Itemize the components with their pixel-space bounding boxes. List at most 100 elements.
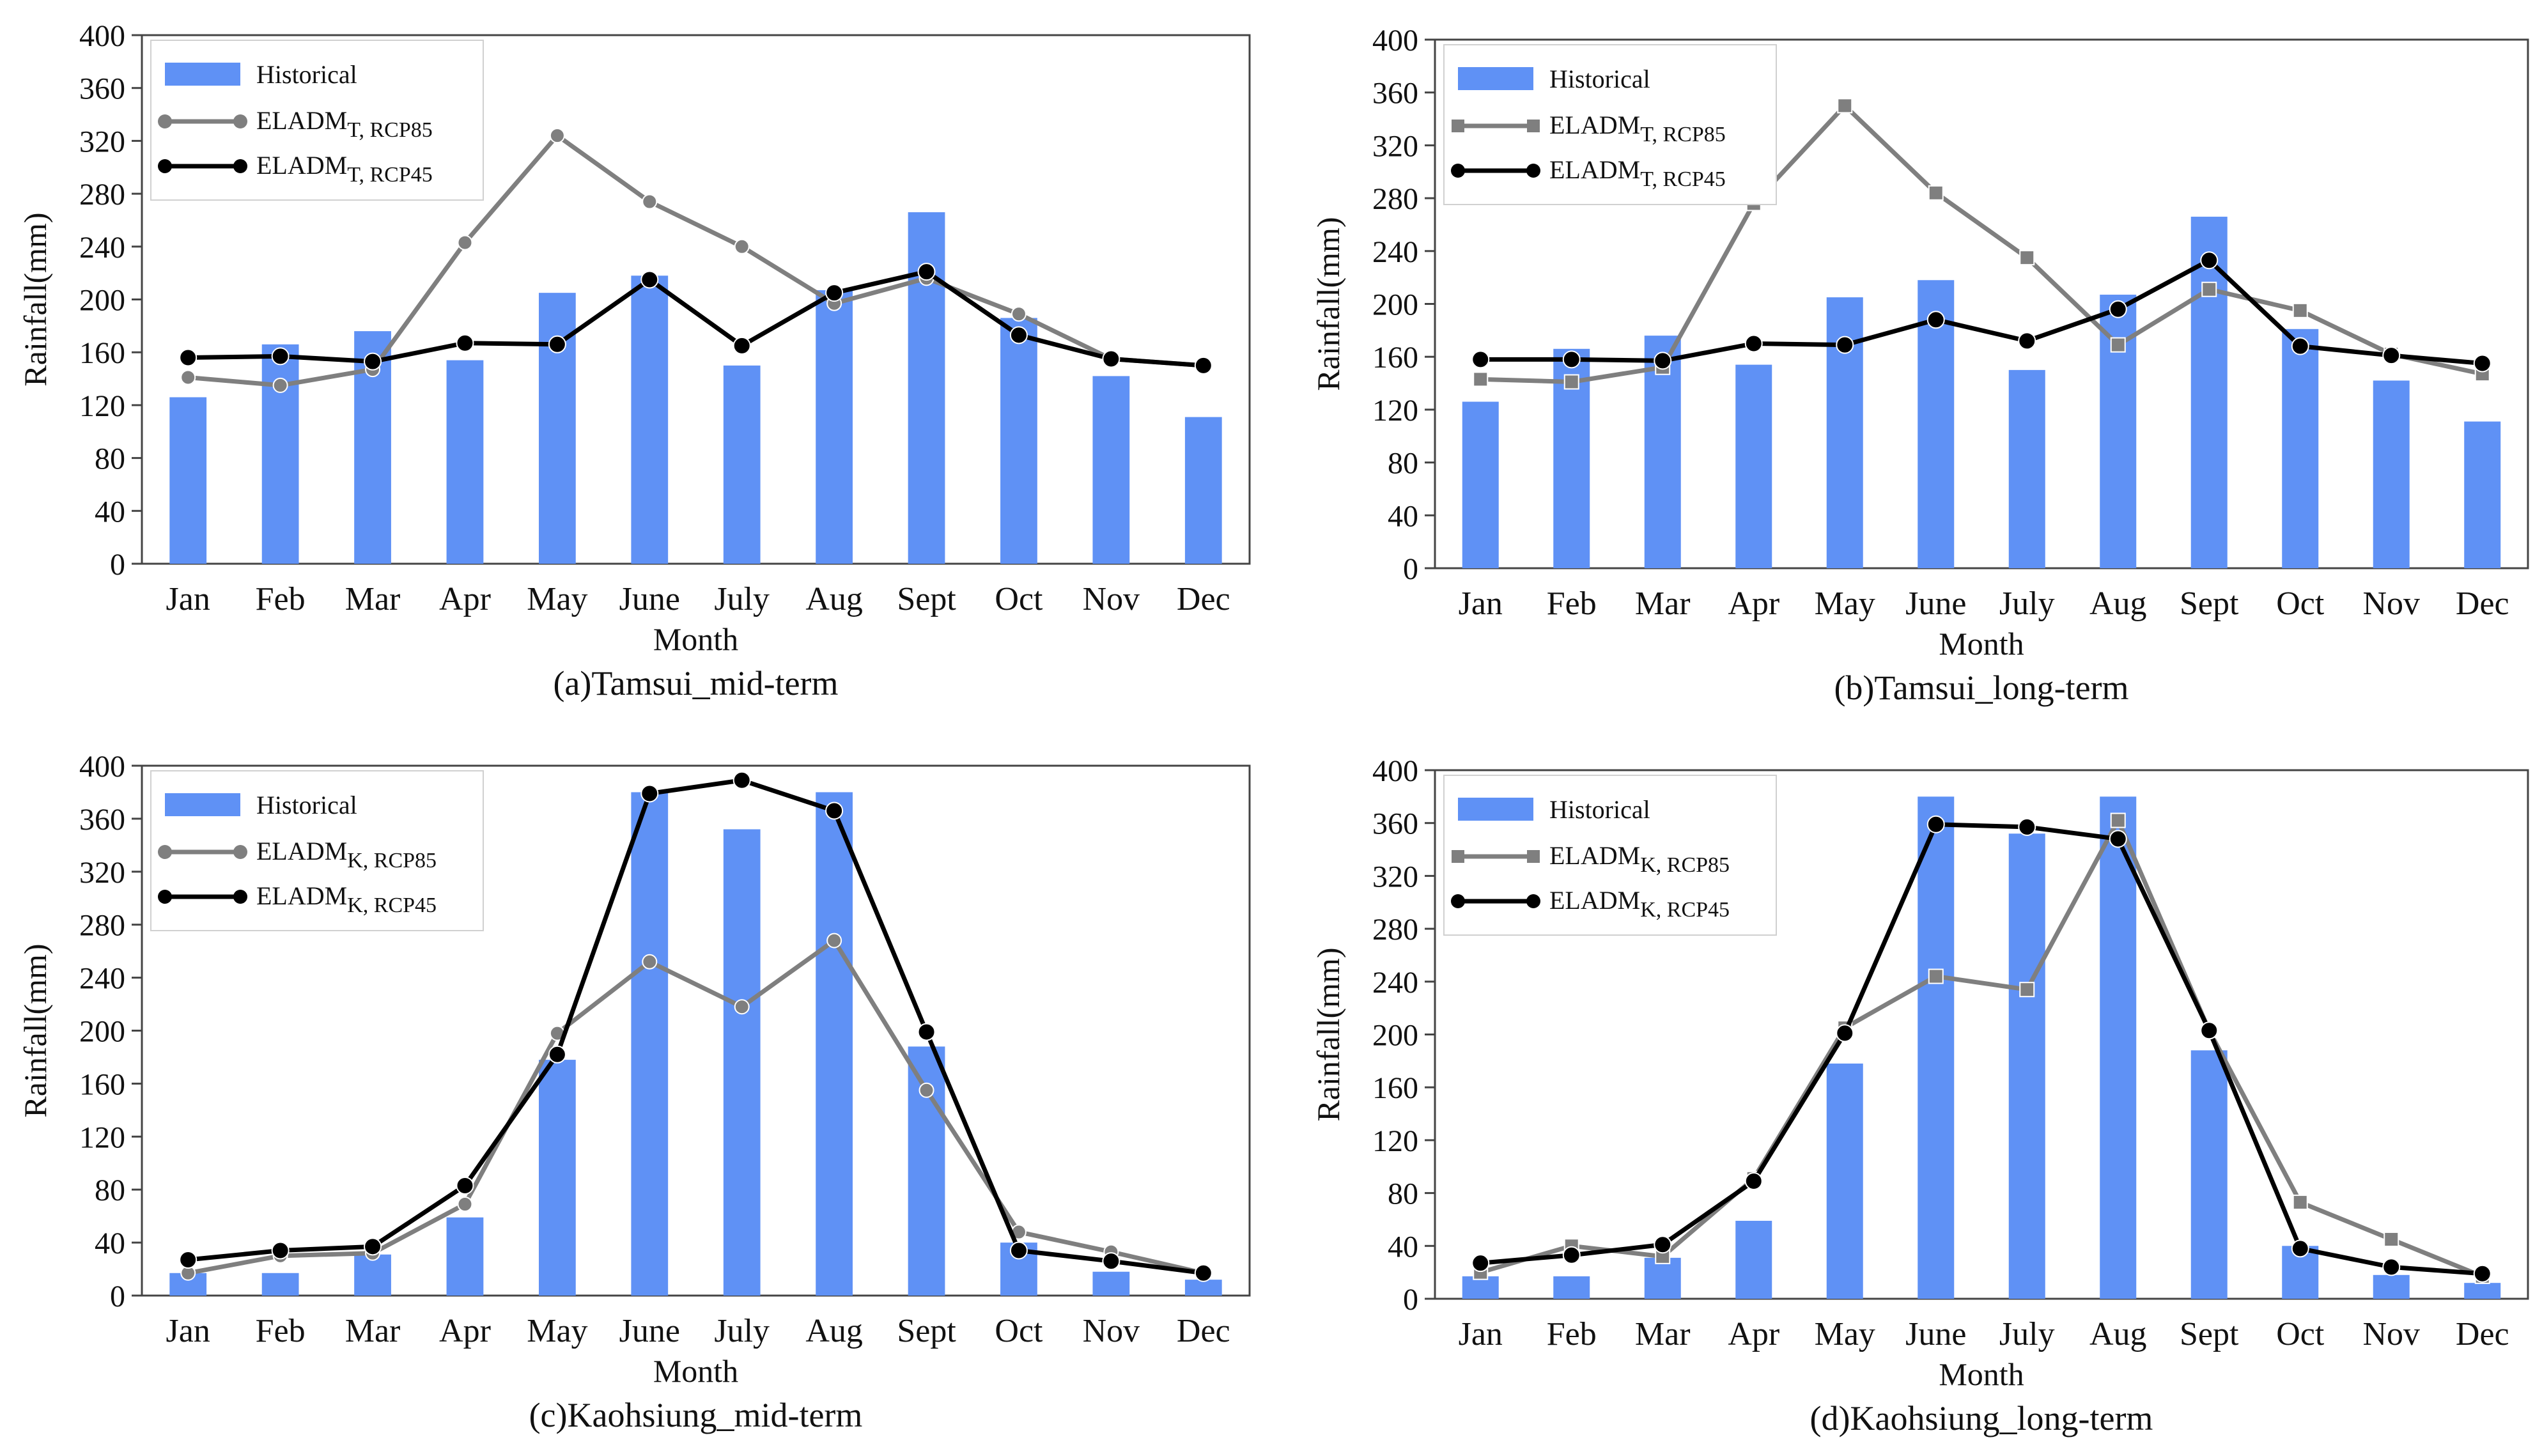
- x-tick-label-july: July: [1999, 1316, 2055, 1352]
- point-rcp45-dec: [2473, 1264, 2492, 1283]
- y-tick-label: 160: [79, 336, 125, 370]
- point-rcp45-jan: [1471, 350, 1490, 369]
- y-tick-label: 360: [1372, 77, 1418, 111]
- y-tick-label: 80: [95, 442, 125, 476]
- y-tick-label: 240: [1372, 966, 1418, 1000]
- point-rcp45-nov: [1102, 1252, 1120, 1271]
- point-rcp45-may: [548, 1045, 566, 1064]
- point-rcp45-mar: [1654, 352, 1672, 370]
- bar-historical-aug: [816, 792, 853, 1296]
- x-tick-label-oct: Oct: [2276, 1316, 2325, 1352]
- point-rcp45-july: [732, 336, 751, 355]
- bar-historical-dec: [2464, 1283, 2501, 1299]
- legend-marker-rcp45: [1451, 164, 1465, 178]
- point-rcp85-may: [549, 128, 565, 144]
- bar-historical-may: [538, 1060, 576, 1296]
- x-tick-label-may: May: [1815, 585, 1875, 622]
- y-tick-label: 360: [79, 72, 125, 106]
- x-tick-label-sept: Sept: [897, 581, 956, 617]
- y-tick-label: 280: [79, 909, 125, 943]
- y-tick-label: 400: [79, 750, 125, 784]
- point-rcp85-sept: [918, 1082, 934, 1098]
- point-rcp45-sept: [2200, 251, 2219, 270]
- x-tick-label-dec: Dec: [1177, 1313, 1230, 1349]
- y-tick-label: 80: [95, 1173, 125, 1207]
- bar-historical-june: [631, 275, 669, 564]
- point-rcp45-oct: [2291, 337, 2309, 355]
- y-tick-label: 320: [1372, 860, 1418, 894]
- legend-marker-rcp45: [1526, 894, 1540, 908]
- legend-label-historical: Historical: [256, 791, 357, 819]
- y-tick-label: 40: [95, 495, 125, 529]
- x-tick-label-apr: Apr: [1728, 585, 1779, 622]
- point-rcp45-feb: [1562, 350, 1581, 369]
- point-rcp85-apr: [457, 1196, 473, 1212]
- point-rcp45-mar: [1654, 1235, 1672, 1254]
- x-tick-label-july: July: [1999, 585, 2055, 622]
- x-axis-label: Month: [653, 621, 738, 657]
- x-tick-label-apr: Apr: [439, 581, 491, 617]
- x-tick-label-feb: Feb: [1547, 1316, 1597, 1352]
- x-tick-label-jan: Jan: [166, 1313, 210, 1349]
- bar-historical-july: [723, 365, 761, 564]
- point-rcp45-dec: [1194, 356, 1213, 375]
- bar-historical-apr: [1735, 364, 1772, 568]
- bar-historical-nov: [2373, 380, 2410, 568]
- bar-historical-jan: [1462, 401, 1499, 568]
- point-rcp85-june: [642, 194, 658, 210]
- legend-label-historical: Historical: [1549, 795, 1650, 824]
- y-tick-label: 160: [1372, 341, 1418, 375]
- point-rcp85-july: [2019, 982, 2035, 998]
- bar-historical-nov: [2373, 1274, 2410, 1299]
- y-tick-label: 280: [1372, 182, 1418, 216]
- x-tick-label-july: July: [714, 581, 770, 617]
- point-rcp45-nov: [2382, 346, 2401, 365]
- point-rcp45-oct: [2291, 1239, 2309, 1258]
- bar-historical-feb: [261, 344, 299, 564]
- x-tick-label-nov: Nov: [2362, 585, 2420, 622]
- y-tick-label: 200: [79, 1015, 125, 1049]
- point-rcp45-june: [640, 784, 659, 803]
- x-axis-label: Month: [1939, 626, 2024, 662]
- legend-marker-rcp85: [1452, 850, 1464, 863]
- x-tick-label-aug: Aug: [2089, 585, 2147, 622]
- line-rcp45: [187, 778, 1204, 1276]
- point-rcp85-nov: [2383, 1231, 2399, 1247]
- legend-swatch-historical: [1458, 67, 1533, 90]
- x-tick-label-nov: Nov: [2362, 1316, 2420, 1352]
- point-rcp85-july: [734, 999, 750, 1015]
- y-tick-label: 400: [1372, 754, 1418, 788]
- x-tick-label-apr: Apr: [1728, 1316, 1779, 1352]
- legend-marker-rcp45: [233, 159, 247, 173]
- bar-historical-july: [2008, 833, 2045, 1299]
- bar-historical-may: [1826, 1063, 1863, 1299]
- point-rcp45-apr: [456, 1176, 474, 1195]
- legend-marker-rcp85: [1452, 120, 1464, 132]
- x-tick-label-oct: Oct: [995, 1313, 1043, 1349]
- point-rcp45-june: [640, 270, 659, 289]
- point-rcp85-jan: [180, 369, 196, 385]
- bar-historical-apr: [1735, 1221, 1772, 1299]
- y-tick-label: 280: [79, 178, 125, 212]
- legend-marker-rcp85: [1527, 850, 1540, 863]
- point-rcp45-aug: [2109, 300, 2127, 318]
- point-rcp45-sept: [917, 1023, 936, 1041]
- line-rcp85: [1480, 818, 2484, 1279]
- y-tick-label: 160: [79, 1067, 125, 1101]
- x-tick-label-jan: Jan: [166, 581, 210, 617]
- y-tick-label: 120: [1372, 1124, 1418, 1158]
- bar-historical-aug: [816, 290, 853, 564]
- x-tick-label-apr: Apr: [439, 1313, 491, 1349]
- y-axis-label: Rainfall(mm): [1310, 217, 1346, 391]
- bar-historical-june: [631, 792, 669, 1296]
- x-tick-label-june: June: [1905, 585, 1966, 622]
- point-rcp45-mar: [364, 1237, 382, 1256]
- y-tick-label: 120: [79, 1120, 125, 1154]
- y-tick-label: 360: [79, 803, 125, 837]
- point-rcp45-oct: [1009, 1241, 1028, 1260]
- point-rcp45-nov: [1102, 350, 1120, 368]
- point-rcp45-mar: [364, 352, 382, 371]
- x-tick-label-aug: Aug: [805, 581, 863, 617]
- y-tick-label: 80: [1388, 447, 1418, 481]
- bar-historical-june: [1918, 796, 1955, 1299]
